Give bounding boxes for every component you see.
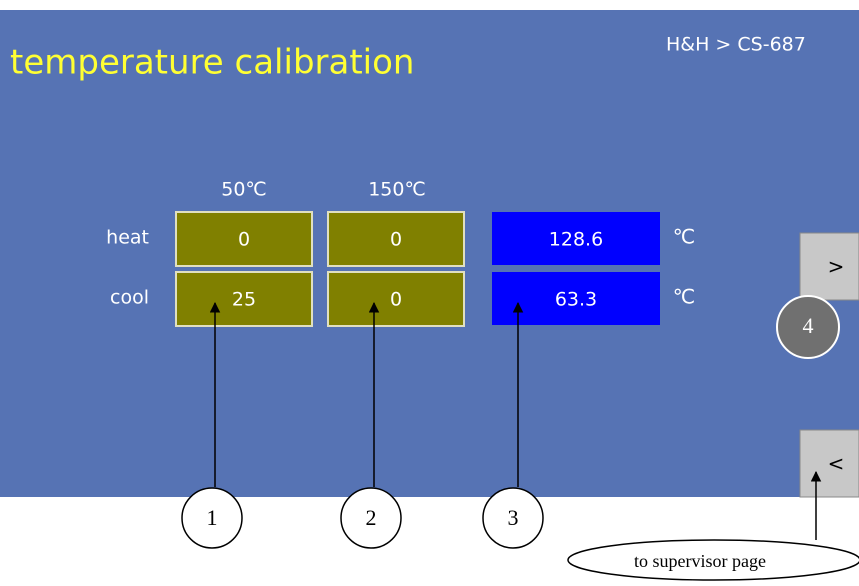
row-label: cool	[110, 287, 149, 309]
back-button-label: <	[828, 452, 845, 476]
unit: ℃	[673, 225, 695, 249]
value-text: 25	[232, 289, 256, 311]
value-box[interactable]	[327, 271, 465, 327]
value-text: 0	[390, 289, 402, 311]
row-label: heat	[106, 227, 149, 249]
callout-circle	[482, 487, 544, 549]
unit: ℃	[673, 285, 695, 309]
callout-circle	[776, 295, 840, 359]
callout-number: 3	[508, 505, 519, 530]
callout-circle	[340, 487, 402, 549]
note-ellipse	[567, 539, 859, 581]
callout-number: 4	[803, 313, 814, 338]
value-text: 0	[238, 229, 250, 251]
back-button[interactable]	[799, 429, 859, 498]
callout-circle	[181, 487, 243, 549]
callout-number: 2	[366, 505, 377, 530]
next-button[interactable]	[799, 232, 859, 301]
breadcrumb: H&H > CS-687	[666, 34, 806, 56]
note-text: to supervisor page	[634, 551, 766, 571]
reading-text: 128.6	[549, 229, 603, 251]
value-box[interactable]	[327, 211, 465, 267]
value-box[interactable]	[175, 271, 313, 327]
value-text: 0	[390, 229, 402, 251]
column-header: 50℃	[221, 179, 267, 201]
callout-number: 1	[207, 505, 218, 530]
reading-box	[492, 212, 660, 265]
title: temperature calibration	[10, 43, 414, 83]
reading-text: 63.3	[555, 289, 597, 311]
next-button-label: >	[828, 255, 845, 279]
reading-box	[492, 272, 660, 325]
column-header: 150℃	[368, 179, 426, 201]
value-box[interactable]	[175, 211, 313, 267]
